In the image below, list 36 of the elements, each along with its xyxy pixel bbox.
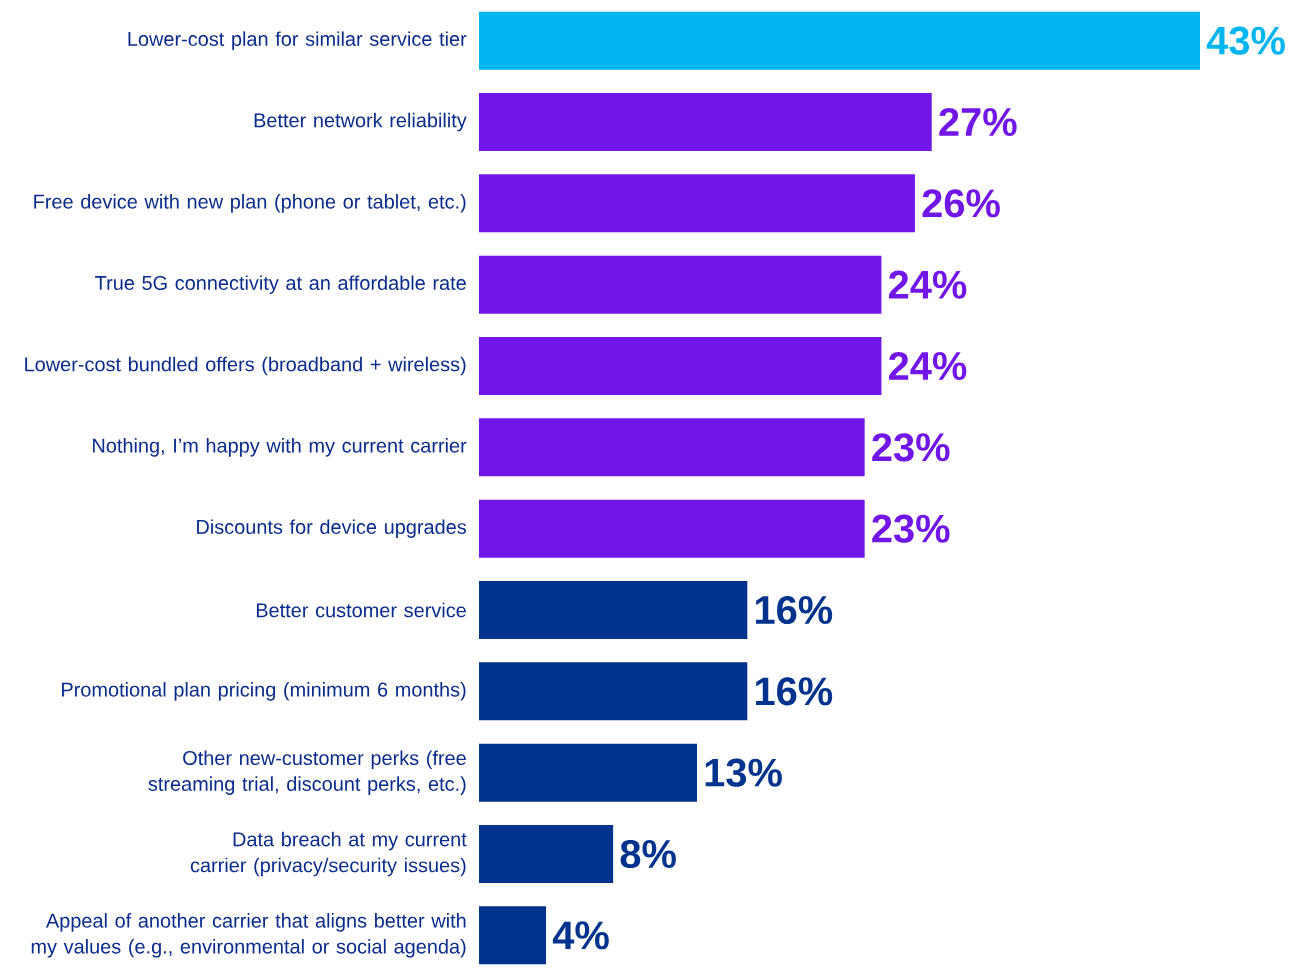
data-label: 26% — [922, 189, 1000, 218]
y-tick-label: Free device with new plan (phone or tablet, etc.) — [34, 194, 466, 213]
bar — [479, 499, 865, 558]
data-label: 24% — [889, 351, 967, 381]
data-label: 23% — [872, 433, 950, 462]
y-tick-label: Appeal of another carrier that aligns better with my values (e.g., environmental or social agenda) — [31, 913, 466, 958]
y-tick-label: Nothing, I’m happy with my current carrier — [93, 438, 467, 457]
bar — [479, 255, 882, 314]
y-tick-label: Better network reliability — [254, 112, 467, 132]
y-tick-label: Lower-cost plan for similar service tier — [128, 31, 467, 50]
data-label: 16% — [756, 677, 833, 706]
bar — [479, 662, 748, 721]
data-label: 8% — [620, 839, 676, 869]
y-tick-label: Data breach at my current carrier (privacy/security issues) — [190, 831, 467, 877]
y-tick-label: Promotional plan pricing (minimum 6 months) — [62, 682, 466, 701]
bar — [479, 11, 1201, 70]
data-label: 27% — [939, 107, 1017, 137]
y-tick-label: True 5G connectivity at an affordable rate — [95, 275, 466, 294]
data-label: 43% — [1206, 26, 1285, 55]
data-label: 16% — [756, 595, 833, 625]
bar — [479, 337, 882, 395]
y-tick-label: Better customer service — [256, 602, 466, 618]
bar — [479, 906, 547, 965]
y-tick-label: Other new-customer perks (free streaming trial, discount perks, etc.) — [148, 750, 466, 795]
y-tick-label: Lower-cost bundled offers (broadband + wireless) — [25, 356, 466, 376]
y-tick-label: Discounts for device upgrades — [197, 519, 467, 538]
bar — [479, 581, 748, 640]
data-label: 24% — [889, 270, 967, 299]
bar — [479, 825, 614, 884]
bar — [479, 174, 915, 233]
bar — [479, 418, 865, 477]
data-label: 4% — [552, 921, 609, 950]
bar — [479, 743, 697, 802]
data-label: 23% — [872, 514, 950, 543]
bar — [479, 93, 932, 151]
data-label: 13% — [705, 758, 782, 787]
